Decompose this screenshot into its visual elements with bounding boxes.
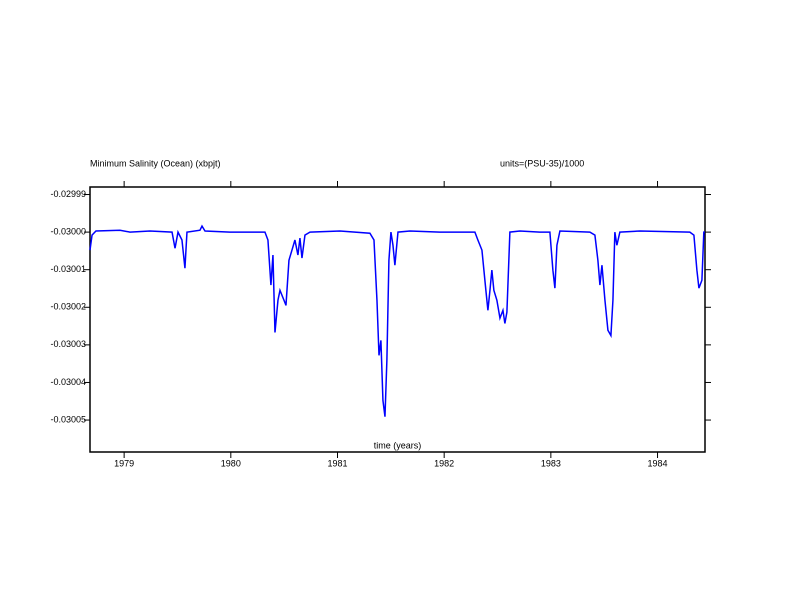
plot-frame: [89, 186, 706, 453]
x-tick-label: 1982: [434, 458, 454, 468]
x-tick-label: 1981: [327, 458, 347, 468]
y-tick-label: -0.03002: [50, 302, 86, 312]
x-tick-label: 1983: [541, 458, 561, 468]
y-tick-label: -0.03001: [50, 264, 86, 274]
y-tick-label: -0.03005: [50, 414, 86, 424]
y-tick-label: -0.03004: [50, 377, 86, 387]
x-tick-label: 1980: [221, 458, 241, 468]
y-tick-label: -0.02999: [50, 189, 86, 199]
units-label: units=(PSU-35)/1000: [500, 158, 584, 168]
x-tick-label: 1984: [648, 458, 668, 468]
chart-title: Minimum Salinity (Ocean) (xbpjt): [90, 158, 221, 168]
x-tick-label: 1979: [114, 458, 134, 468]
x-axis-label: time (years): [374, 440, 422, 450]
y-tick-label: -0.03000: [50, 226, 86, 236]
y-tick-label: -0.03003: [50, 339, 86, 349]
data-line: [89, 224, 705, 417]
